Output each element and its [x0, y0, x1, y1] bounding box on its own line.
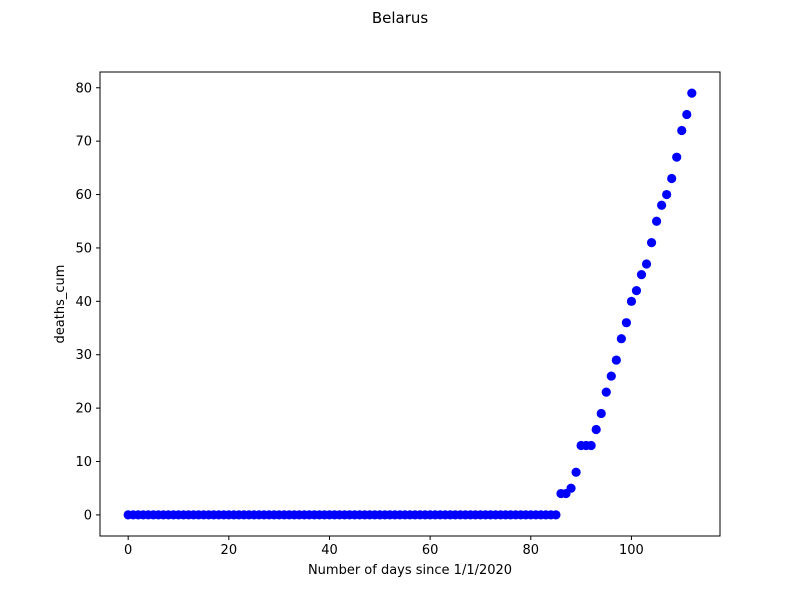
data-point [667, 173, 677, 184]
y-axis: 0 10 20 30 40 50 60 70 80 [75, 81, 100, 523]
data-point [611, 355, 621, 365]
data-point [677, 125, 687, 136]
data-point [672, 152, 682, 162]
y-tick-label: 0 [84, 508, 92, 523]
x-tick-label: 100 [619, 543, 644, 558]
data-point [601, 387, 611, 397]
data-point [651, 216, 662, 226]
data-point [657, 200, 667, 210]
x-tick-label: 60 [422, 543, 439, 558]
data-point [621, 318, 631, 328]
data-point [636, 270, 647, 280]
data-points [123, 88, 697, 520]
x-axis: 0 20 40 60 80 100 [124, 536, 644, 558]
data-point [626, 296, 637, 306]
plot-frame [99, 71, 721, 537]
y-tick-label: 20 [75, 402, 92, 417]
data-point [682, 109, 692, 120]
data-point [687, 88, 697, 98]
data-point [631, 286, 642, 296]
chart-title: Belarus [372, 9, 429, 27]
data-point [586, 440, 596, 451]
x-axis-label: Number of days since 1/1/2020 [308, 563, 512, 578]
data-point [566, 483, 576, 493]
x-tick-label: 0 [124, 543, 132, 558]
data-point [551, 510, 561, 520]
data-point [596, 408, 606, 419]
y-axis-label: deaths_cum [53, 265, 68, 344]
y-tick-label: 30 [75, 348, 92, 363]
data-point [646, 237, 657, 248]
x-tick-label: 80 [523, 543, 540, 558]
data-point [591, 424, 601, 435]
x-tick-label: 40 [321, 543, 338, 558]
data-point [571, 467, 581, 477]
y-tick-label: 10 [75, 455, 92, 470]
x-tick-label: 20 [221, 543, 238, 558]
y-tick-label: 60 [75, 188, 92, 203]
data-point [641, 259, 652, 269]
y-tick-label: 70 [75, 135, 92, 150]
data-point [616, 334, 626, 344]
data-point [606, 371, 616, 381]
y-tick-label: 80 [75, 81, 92, 96]
y-tick-label: 40 [75, 295, 92, 310]
y-tick-label: 50 [75, 241, 92, 256]
data-point [662, 189, 672, 200]
